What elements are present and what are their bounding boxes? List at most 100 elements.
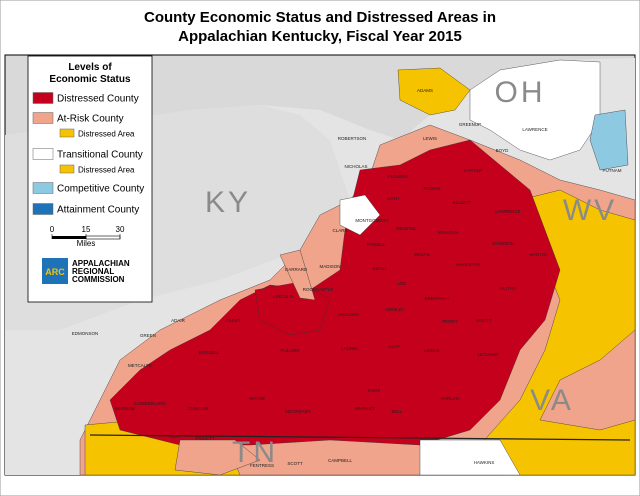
scale-tick-label: 15 [82,225,91,234]
county-label: FLEMING [388,174,409,179]
county-label: LEE [398,281,407,286]
county-label: GARRARD [285,267,308,272]
scale-bar: 0 15 30 Miles [50,225,125,248]
county-label: MARTIN [529,252,546,257]
logo-name: APPALACHIAN [72,259,130,268]
county-label: BOYD [496,148,510,153]
county-at-risk [174,439,261,476]
legend-label: Distressed Area [78,130,135,139]
county-label: PICKETT [195,436,214,441]
county-distressed-area [397,67,471,116]
county-label: LAUREL [341,346,359,351]
county-label: RUSSELL [199,350,220,355]
labels: KY OH WV VA TN ADAMS LEWIS GREENUP BOYD CARTER ROW… [72,76,622,469]
state-label: KY [205,186,251,219]
county-label: JACKSON [337,312,358,317]
county-label: LETCHER [477,352,499,357]
county-label: MAGOFFIN [456,262,480,267]
county-label: EDMONSON [72,331,99,336]
county-label: MONTGOMERY [355,218,388,223]
county-label: ROWAN [423,186,440,191]
county-competitive [589,109,629,171]
county-label: ROBERTSON [338,136,366,141]
scale-tick-label: 30 [116,225,125,234]
legend-heading: Levels of [68,62,112,73]
legend-items: Distressed County At-Risk County Distresse… [32,92,144,216]
county-label: ADAMS [417,88,433,93]
state-border [89,434,631,441]
legend-label: Competitive County [57,184,144,195]
county-transitional [339,194,381,236]
legend-swatch [32,92,54,104]
county-label: MCCREARY [285,409,311,414]
county-label: CLARK [332,228,347,233]
county-label: BREATHITT [425,296,450,301]
scale-tick-label: 0 [50,225,55,234]
county-distressed-area [479,189,636,476]
county-label: FENTRESS [250,463,274,468]
county-label: CARTER [464,168,483,173]
county-label: METCALFE [128,363,152,368]
county-label: HARLAN [441,396,459,401]
county-label: NICHOLAS [344,164,367,169]
legend-swatch [32,182,54,194]
logo-name: COMMISSION [72,275,125,284]
county-label: HAWKINS [474,460,495,465]
county-label: FLOYD [500,286,516,291]
legend-heading: Economic Status [49,74,131,85]
legend-label: Attainment County [57,205,139,216]
state-label: TN [232,436,278,469]
logo-mark [42,258,68,284]
county-label: BELL [391,409,403,414]
legend-swatch [59,164,75,174]
county-label: CLAY [388,344,399,349]
state-label: VA [530,384,574,417]
county-label: KNOX [368,388,381,393]
scale-unit: Miles [77,239,96,248]
county-label: LAWRENCE [495,209,520,214]
state-label: OH [495,76,546,109]
logo-abbr: ARC [45,267,65,277]
county-label: CLAY [169,434,180,439]
county-transitional [419,439,521,476]
county-label: ELLIOTT [453,200,472,205]
county-label: ADAIR [171,318,186,323]
scale-segment [52,236,86,239]
legend-label: Distressed County [57,94,139,105]
legend-swatch [32,203,54,215]
title-line: County Economic Status and Distressed Ar… [144,9,496,26]
county-label: JOHNSON [492,241,514,246]
county-label: SCOTT [287,461,303,466]
county-label: WAYNE [249,396,265,401]
county-label: MONROE [115,406,135,411]
county-label: GREENUP [459,122,481,127]
county-label: BATH [387,196,399,201]
county-label: MORGAN [438,230,458,235]
legend-swatch [32,148,54,160]
county-label: GREEN [140,333,156,338]
logo-name: REGIONAL [72,267,114,276]
county-label: KNOTT [476,318,492,323]
county-label: LAWRENCE [522,127,547,132]
county-label: ROCKCASTLE [303,287,334,292]
county-label: MADISON [319,264,340,269]
state-label: WV [563,194,617,227]
legend-swatch [32,112,54,124]
county-label: ESTILL [372,266,388,271]
county-label: OWSLEY [385,307,404,312]
county-label: LEWIS [423,136,437,141]
county-label: CAMPBELL [328,458,353,463]
legend: Levels of Economic Status Distressed Cou… [27,55,153,303]
county-label: WOLFE [414,252,430,257]
county-label: PUTNAM [603,168,622,173]
legend-swatch [59,128,75,138]
county-label: POWELL [367,242,386,247]
county-label: PERRY [442,319,457,324]
county-label: CASEY [225,318,240,323]
county-label: LINCOLN [273,294,293,299]
county-label: LESLIE [424,348,439,353]
county-label: PULASKI [280,348,299,353]
county-label: CLINTON [188,406,208,411]
county-at-risk [279,249,316,301]
